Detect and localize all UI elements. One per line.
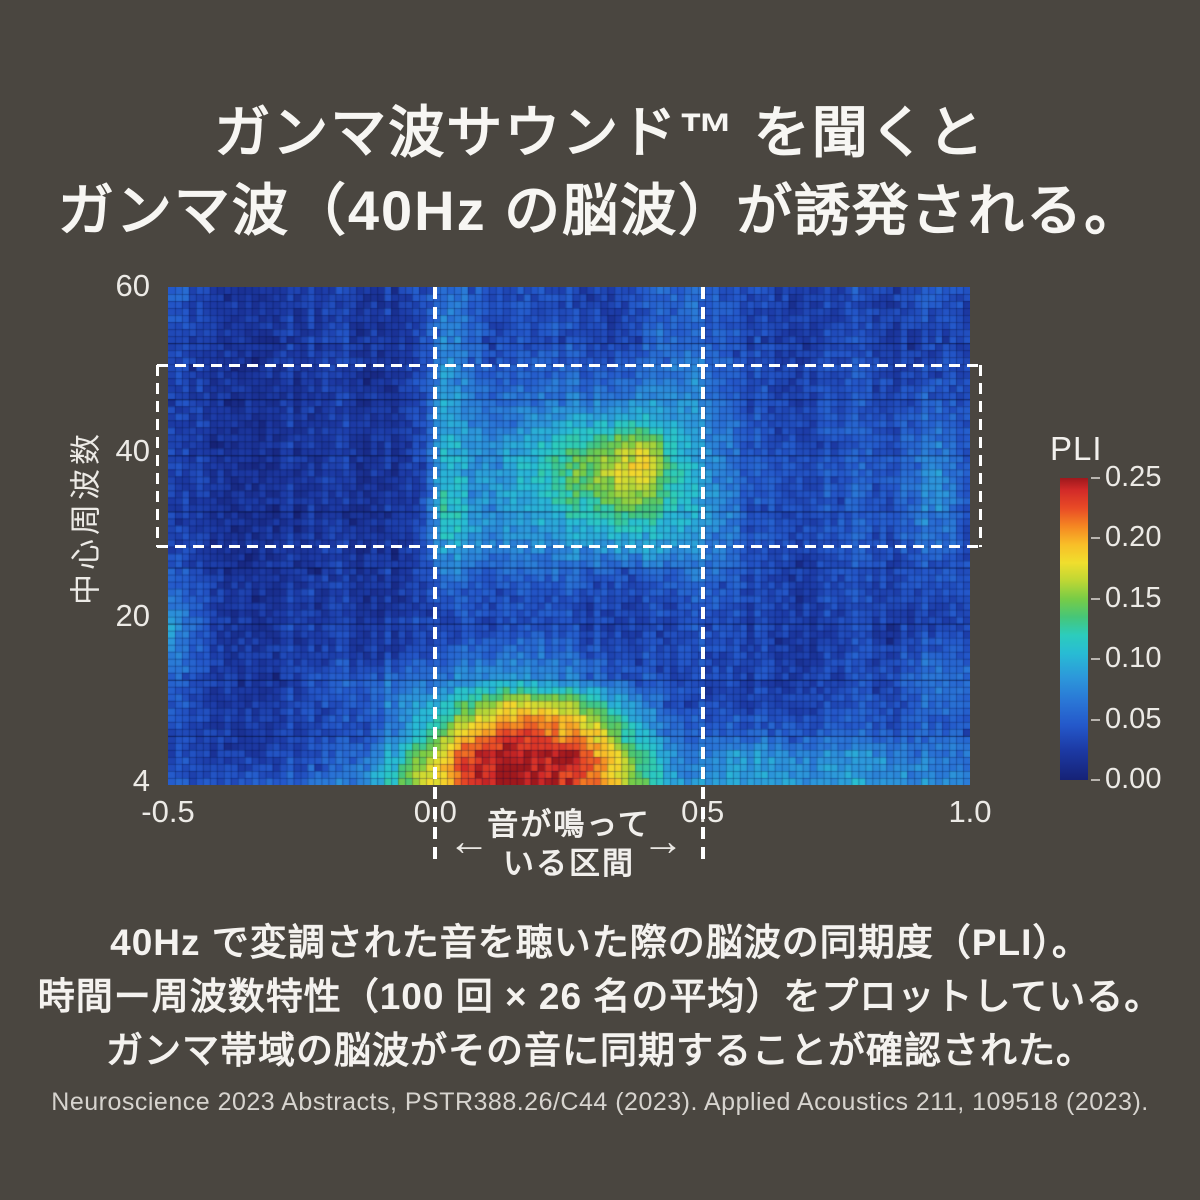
gamma-band-box-edge bbox=[155, 365, 159, 547]
caption-line-1: 40Hz で変調された音を聴いた際の脳波の同期度（PLI）。 bbox=[110, 922, 1090, 963]
title-line-2: ガンマ波（40Hz の脳波）が誘発される。 bbox=[57, 179, 1143, 242]
colorbar-tick-label: 0.05 bbox=[1105, 702, 1162, 735]
colorbar-tick-mark bbox=[1091, 779, 1100, 781]
right-arrow-icon: → bbox=[642, 817, 684, 864]
colorbar-tick-mark bbox=[1091, 537, 1100, 540]
gamma-band-box-edge bbox=[157, 363, 981, 367]
heatmap-canvas bbox=[168, 287, 970, 785]
colorbar-gradient bbox=[1060, 478, 1088, 780]
colorbar-tick-mark bbox=[1091, 658, 1100, 661]
colorbar-tick-label: 0.20 bbox=[1105, 521, 1162, 554]
colorbar-tick-mark bbox=[1091, 477, 1100, 479]
colorbar-tick-label: 0.25 bbox=[1105, 461, 1162, 493]
y-tick-label: 60 bbox=[115, 268, 150, 303]
title-line-1: ガンマ波サウンド™ を聞くと bbox=[214, 101, 986, 164]
colorbar-tick-label: 0.10 bbox=[1105, 642, 1162, 675]
colorbar-title: PLI bbox=[1050, 430, 1103, 467]
y-tick-label: 4 bbox=[132, 763, 150, 798]
sound-interval-label-line1: 音が鳴って bbox=[487, 807, 651, 842]
y-tick-label: 40 bbox=[115, 432, 150, 468]
citation-text: Neuroscience 2023 Abstracts, PSTR388.26/… bbox=[51, 1088, 1149, 1116]
sound-interval-dashed-line bbox=[433, 287, 438, 862]
y-tick-label: 20 bbox=[115, 598, 150, 634]
colorbar-tick-mark bbox=[1091, 718, 1100, 721]
colorbar-tick-label: 0.00 bbox=[1105, 763, 1162, 795]
gamma-band-box-edge bbox=[157, 545, 981, 549]
colorbar-tick-mark bbox=[1091, 597, 1100, 600]
x-tick-label: -0.5 bbox=[141, 794, 195, 829]
colorbar-tick-label: 0.15 bbox=[1105, 581, 1162, 614]
x-tick-label: 1.0 bbox=[948, 794, 992, 829]
left-arrow-icon: ← bbox=[448, 817, 490, 864]
sound-interval-label-line2: いる区間 bbox=[503, 846, 635, 881]
caption-line-2: 時間ー周波数特性（100 回 × 26 名の平均）をプロットしている。 bbox=[37, 976, 1163, 1017]
gamma-band-box-edge bbox=[979, 365, 983, 547]
caption-line-3: ガンマ帯域の脳波がその音に同期することが確認された。 bbox=[106, 1030, 1094, 1071]
sound-interval-dashed-line bbox=[700, 287, 705, 862]
